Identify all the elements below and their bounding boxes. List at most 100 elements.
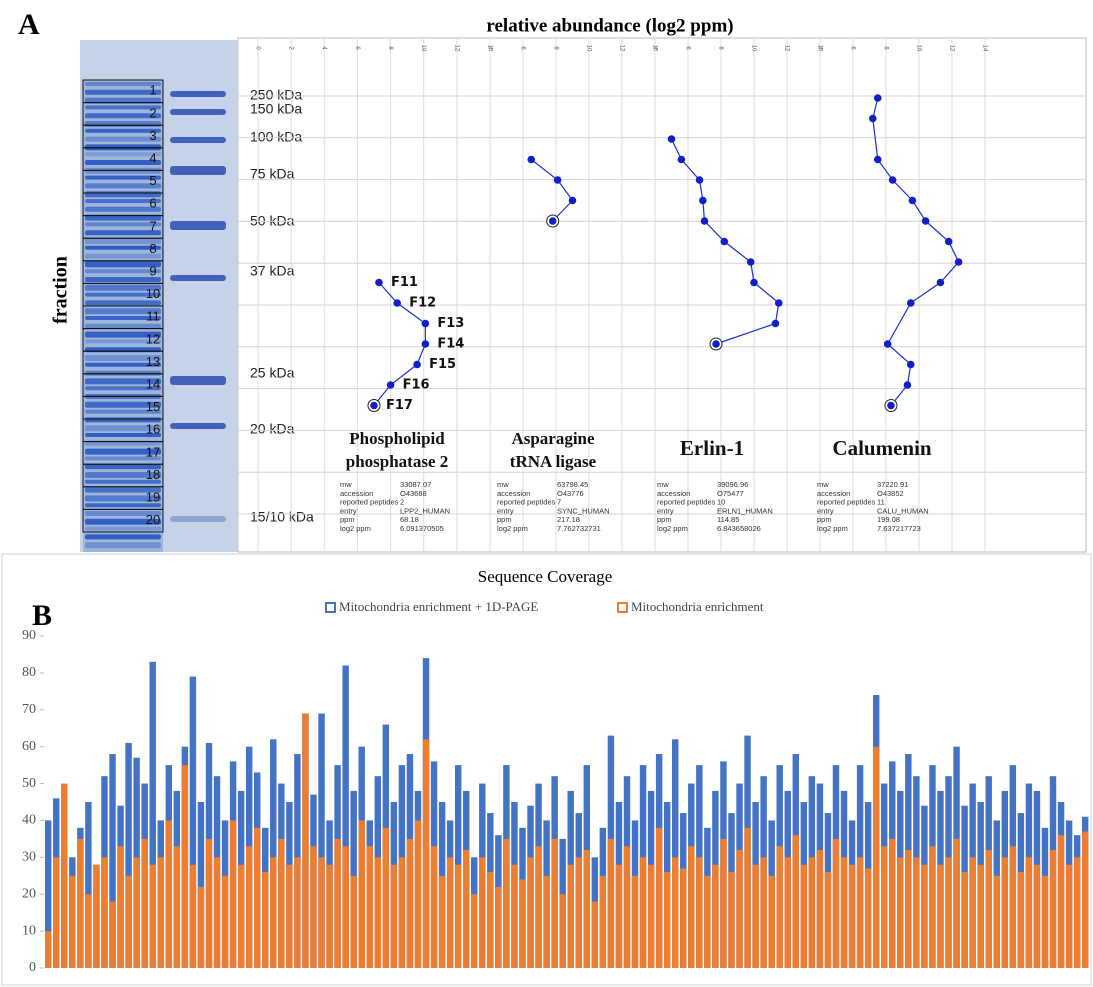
bar [198,887,204,968]
point [945,238,953,246]
bar [519,879,525,968]
bar [407,839,413,968]
marker-label: 20 kDa [250,421,295,437]
point [413,361,421,369]
bar [720,839,726,968]
info-text: O43688 [400,489,427,498]
info-text: log2 ppm [817,524,848,533]
fraction-label: 16 [146,422,160,437]
bar [857,857,863,968]
bar [190,865,196,968]
bar [1082,832,1088,968]
bar [182,765,188,968]
bar [1010,846,1016,968]
bar [487,872,493,968]
fraction-label: 4 [149,151,156,166]
info-text: entry [340,506,357,515]
y-tick-label: 80 [22,665,36,680]
point [907,299,915,307]
panel-label: A [18,8,40,41]
point [884,340,892,348]
bar [994,876,1000,968]
bar [592,902,598,968]
bar [85,894,91,968]
bar [1026,857,1032,968]
bar [881,846,887,968]
info-text: 63798.45 [557,480,588,489]
bar [101,857,107,968]
bar [744,828,750,968]
bar [375,857,381,968]
bar [254,828,260,968]
info-text: accession [340,489,373,498]
bar [777,846,783,968]
fraction-label: 6 [149,196,156,211]
gel-band [85,527,161,531]
bar [495,887,501,968]
y-tick-label: 20 [22,886,36,901]
ladder-band [170,221,226,230]
info-text: 7.637217723 [877,524,921,533]
bar [768,876,774,968]
point [909,197,917,205]
info-text: entry [657,506,674,515]
info-text: accession [657,489,690,498]
bar [752,865,758,968]
protein-name: Asparagine [511,429,595,448]
x-tick-label: 14 [981,45,987,52]
bar [270,857,276,968]
bar [913,857,919,968]
info-text: 7.762732731 [557,524,601,533]
fraction-label: 2 [149,105,156,120]
bar [439,876,445,968]
bar [696,857,702,968]
point-label: F15 [429,357,456,372]
y-tick-label: 40 [22,813,36,828]
bar [688,846,694,968]
fraction-label: 18 [146,467,160,482]
bar [624,846,630,968]
point [527,156,535,164]
bar [133,857,139,968]
point [869,115,877,123]
x-tick-label: 12 [948,45,954,52]
fraction-label: 17 [146,444,160,459]
info-text: SYNC_HUMAN [557,506,610,515]
bar [399,857,405,968]
bar [825,872,831,968]
info-text: 68.18 [400,515,419,524]
bar [447,857,453,968]
chart-title: Sequence Coverage [478,567,613,586]
bar [471,894,477,968]
bar [158,857,164,968]
info-text: O43852 [877,489,904,498]
bar [833,839,839,968]
info-text: ppm [817,515,832,524]
bar [961,872,967,968]
bar [415,820,421,968]
bar [214,857,220,968]
info-text: 199.08 [877,515,900,524]
gel-band [85,542,161,548]
marker-label: 37 kDa [250,263,295,279]
bar [977,865,983,968]
point [747,258,755,266]
bar [479,857,485,968]
bar [1034,865,1040,968]
bar [986,850,992,968]
bar [584,850,590,968]
info-text: 7 [557,498,561,507]
bar [809,857,815,968]
x-tick-label: 10 [420,45,426,52]
bar [174,846,180,968]
point [422,340,430,348]
bar [672,857,678,968]
point [874,94,882,102]
bar [785,857,791,968]
bar [503,839,509,968]
point-label: F16 [403,378,430,393]
bar [664,872,670,968]
fraction-label: 13 [146,354,160,369]
bar [431,846,437,968]
bar [559,894,565,968]
